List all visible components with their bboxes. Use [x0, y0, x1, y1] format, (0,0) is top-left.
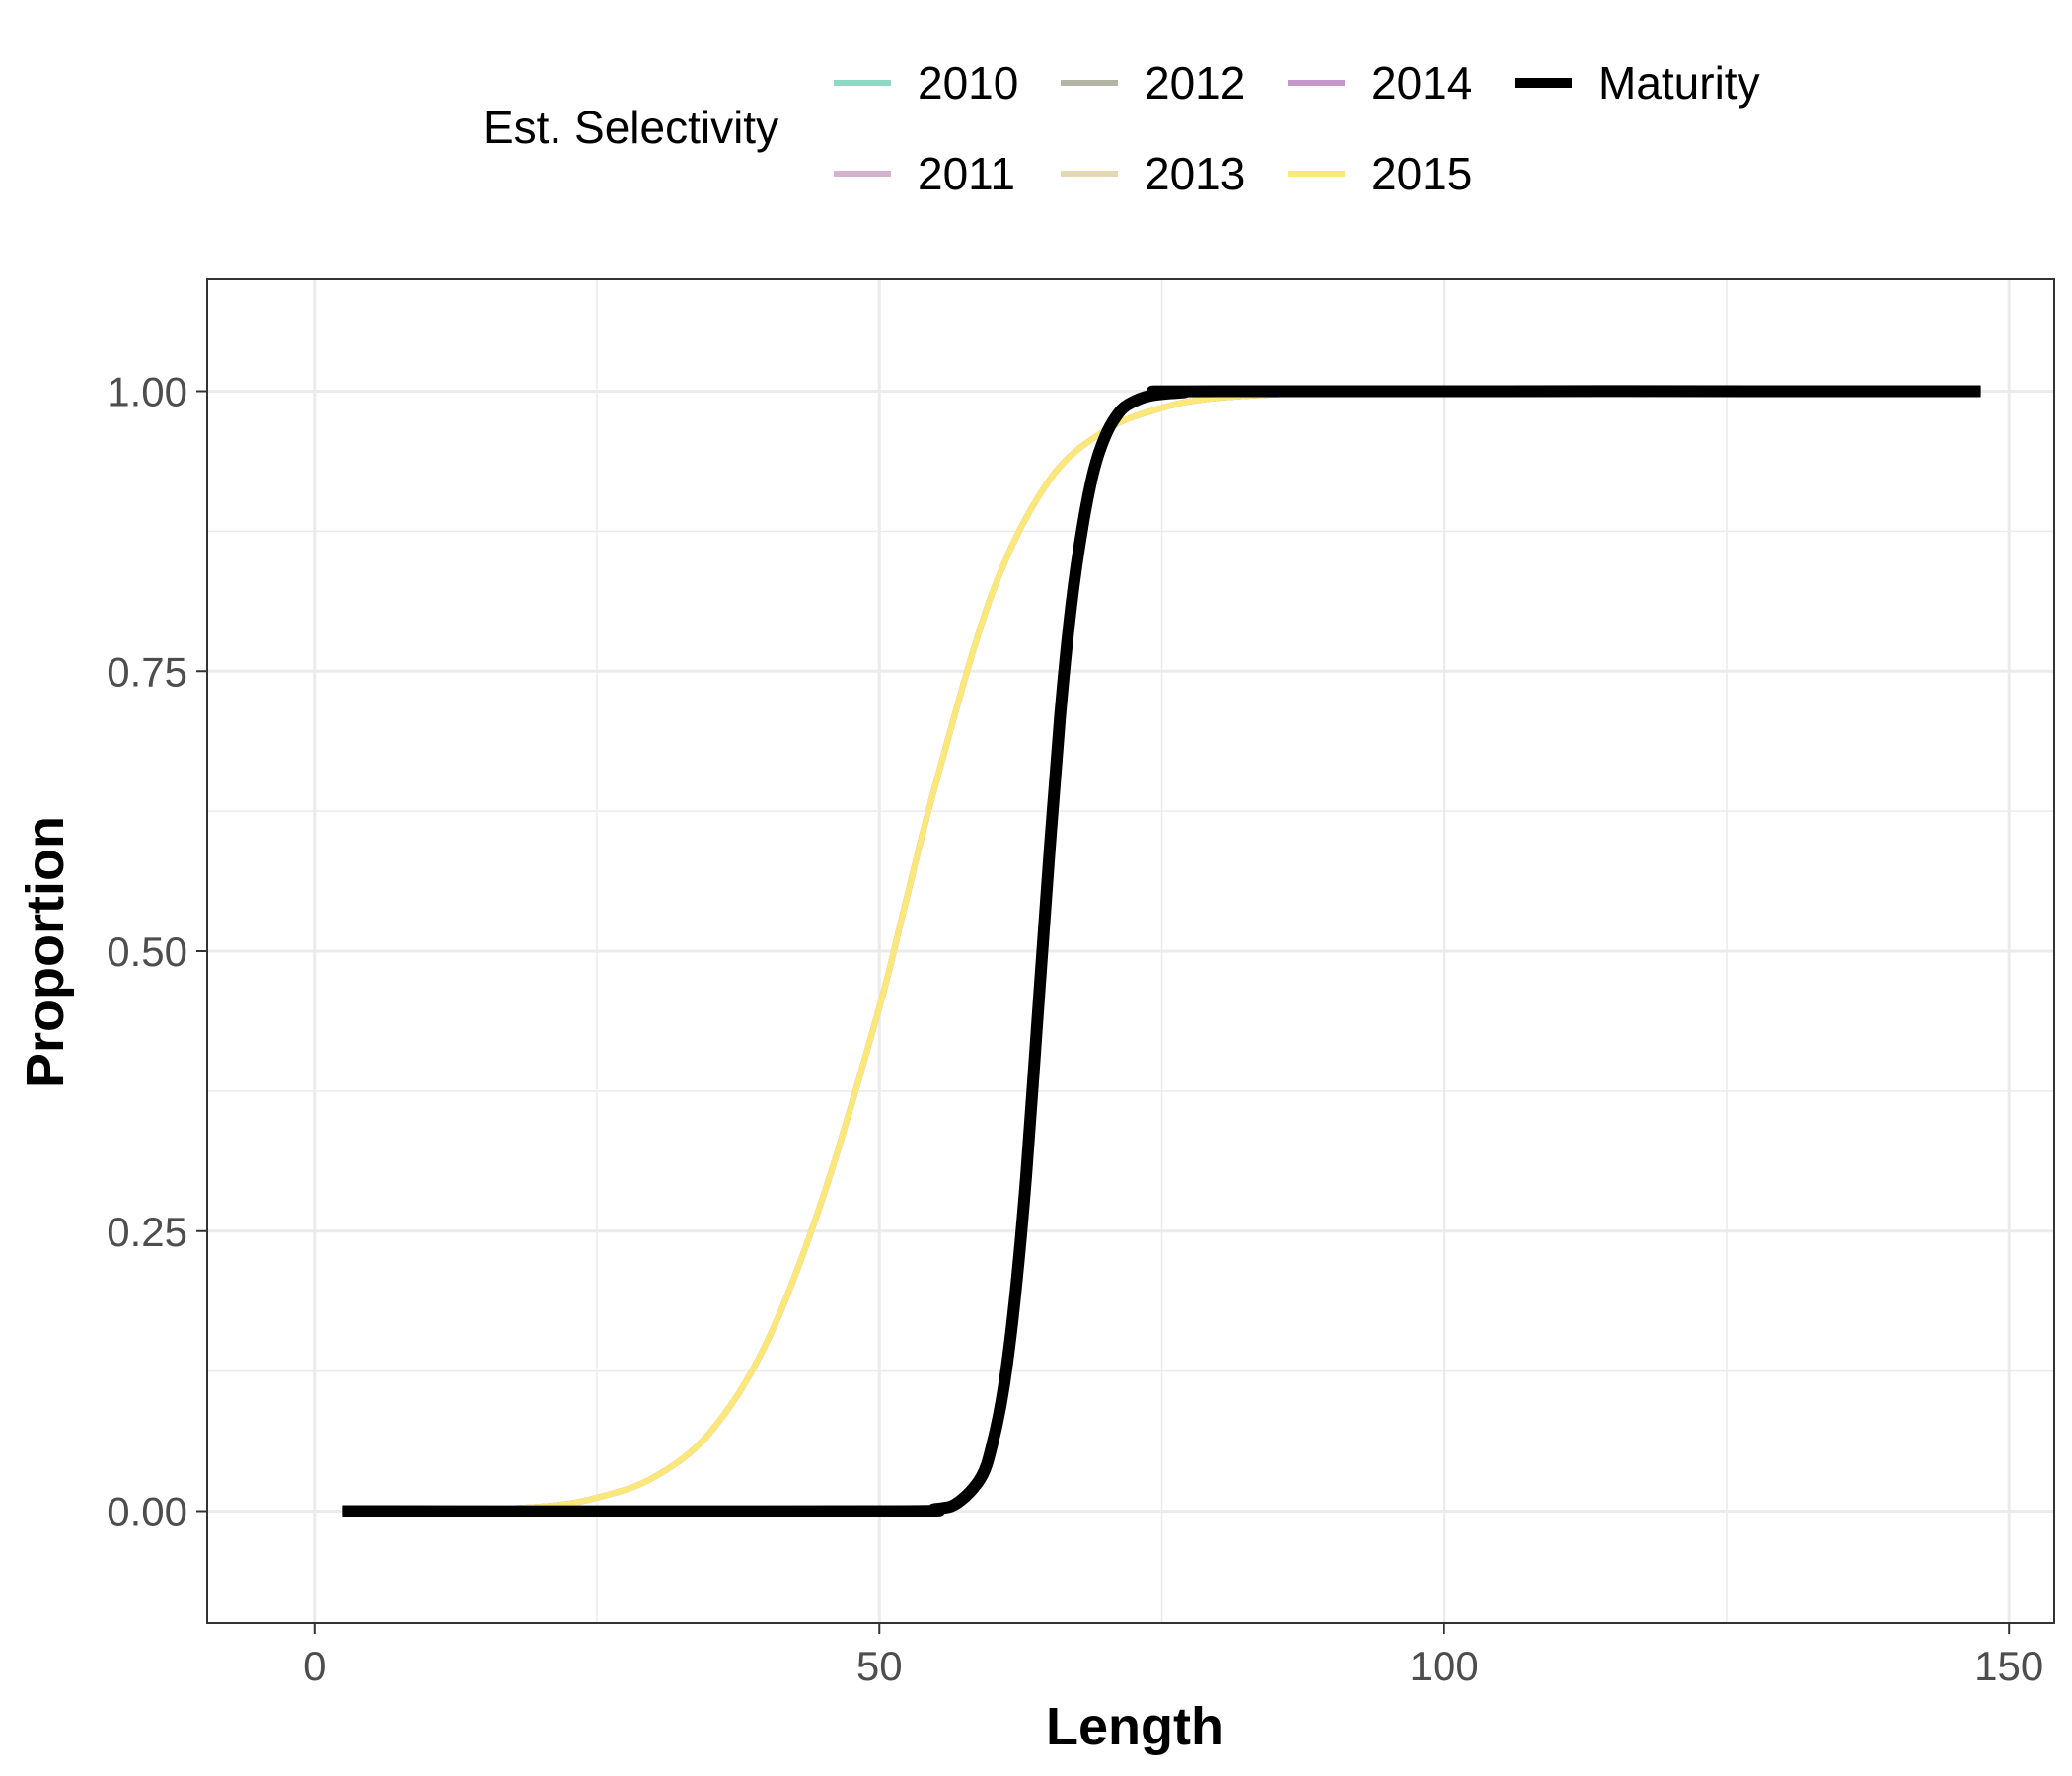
x-axis-title: Length — [1046, 1697, 1223, 1756]
x-axis: 0 50 100 150 — [303, 1623, 2043, 1689]
series-line-maturity — [342, 385, 1981, 1517]
legend-item-2011: 2011 — [834, 148, 1015, 199]
legend-item-maturity: Maturity — [1515, 57, 1760, 109]
y-axis-title: Proportion — [16, 816, 75, 1088]
grid-lines — [207, 279, 2054, 1623]
legend-label: 2012 — [1145, 57, 1245, 109]
legend-label: 2011 — [918, 148, 1015, 199]
legend-title: Est. Selectivity — [483, 102, 778, 153]
y-tick-label: 1.00 — [107, 369, 187, 415]
legend-label: Maturity — [1598, 57, 1760, 109]
legend-label: 2014 — [1371, 57, 1472, 109]
x-tick-label: 150 — [1974, 1643, 2043, 1689]
legend-label: 2015 — [1371, 148, 1472, 199]
legend-label: 2013 — [1145, 148, 1245, 199]
x-tick-label: 100 — [1410, 1643, 1479, 1689]
series-layer — [342, 385, 1981, 1517]
x-tick-label: 50 — [856, 1643, 903, 1689]
legend-item-2010: 2010 — [834, 57, 1018, 109]
y-axis: 0.00 0.25 0.50 0.75 1.00 — [107, 369, 207, 1535]
legend-label: 2010 — [918, 57, 1018, 109]
legend-item-2012: 2012 — [1061, 57, 1245, 109]
y-tick-label: 0.00 — [107, 1489, 187, 1535]
legend-item-2015: 2015 — [1288, 148, 1472, 199]
y-tick-label: 0.50 — [107, 928, 187, 975]
y-tick-label: 0.25 — [107, 1209, 187, 1255]
legend: Est. Selectivity 2010 2011 2012 2013 2014 2015… — [483, 57, 1760, 199]
legend-item-2013: 2013 — [1061, 148, 1245, 199]
x-tick-label: 0 — [303, 1643, 326, 1689]
legend-item-2014: 2014 — [1288, 57, 1472, 109]
y-tick-label: 0.75 — [107, 648, 187, 695]
